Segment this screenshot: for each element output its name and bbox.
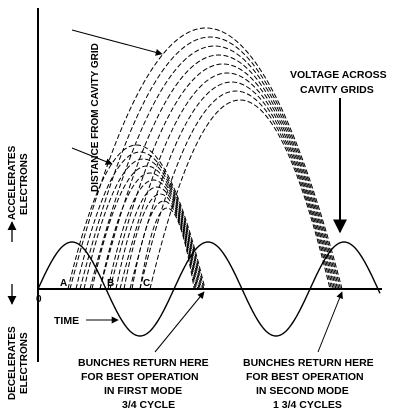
trajectory-first-mode <box>107 179 200 290</box>
trajectory-first-mode <box>139 207 195 290</box>
point-b-label: B <box>107 278 114 289</box>
trajectory-second-mode <box>79 36 341 290</box>
point-a-label: A <box>60 278 67 289</box>
distance-label: DISTANCE FROM CAVITY GRID <box>90 43 101 192</box>
trajectory-second-mode <box>99 54 338 290</box>
first-mode-line1: BUNCHES RETURN HERE <box>78 357 209 369</box>
first-mode-arrow <box>154 291 205 353</box>
decelerates-label-line2: ELECTRONS <box>19 332 30 394</box>
trajectory-first-mode <box>67 144 206 290</box>
trajectory-second-mode <box>129 81 334 290</box>
first-mode-line3: IN FIRST MODE <box>104 385 182 397</box>
distance-arrow-upper <box>71 29 163 56</box>
decelerates-label-line1: DECELERATES <box>7 326 18 400</box>
point-c-label: C <box>143 278 150 289</box>
accelerates-label-line1: ACCELERATES <box>7 145 18 220</box>
trajectory-first-mode <box>123 193 198 290</box>
voltage-label-line2: CAVITY GRIDS <box>300 84 374 96</box>
accelerates-label-line2: ELECTRONS <box>19 153 30 215</box>
trajectory-second-mode <box>119 72 335 290</box>
second-mode-line1: BUNCHES RETURN HERE <box>243 357 374 369</box>
first-mode-line4: 3/4 CYCLE <box>122 399 175 411</box>
second-mode-line2: FOR BEST OPERATION <box>246 371 364 383</box>
second-mode-arrow <box>317 291 343 353</box>
second-mode-line3: IN SECOND MODE <box>256 385 349 397</box>
trajectory-first-mode <box>83 158 204 290</box>
trajectory-first-mode <box>75 151 205 290</box>
origin-label: 0 <box>36 294 42 305</box>
second-mode-line4: 1 3/4 CYCLES <box>273 399 342 411</box>
voltage-label-line1: VOLTAGE ACROSS <box>290 69 387 81</box>
electron-trajectories <box>67 27 343 290</box>
trajectory-second-mode <box>89 45 340 290</box>
first-mode-line2: FOR BEST OPERATION <box>81 371 199 383</box>
trajectory-first-mode <box>115 186 199 290</box>
trajectory-first-mode <box>99 172 201 290</box>
time-label: TIME <box>54 315 79 327</box>
trajectory-second-mode <box>149 99 331 290</box>
trajectory-second-mode <box>139 90 332 290</box>
distance-arrow-lower <box>71 147 113 165</box>
trajectory-second-mode <box>109 63 337 290</box>
